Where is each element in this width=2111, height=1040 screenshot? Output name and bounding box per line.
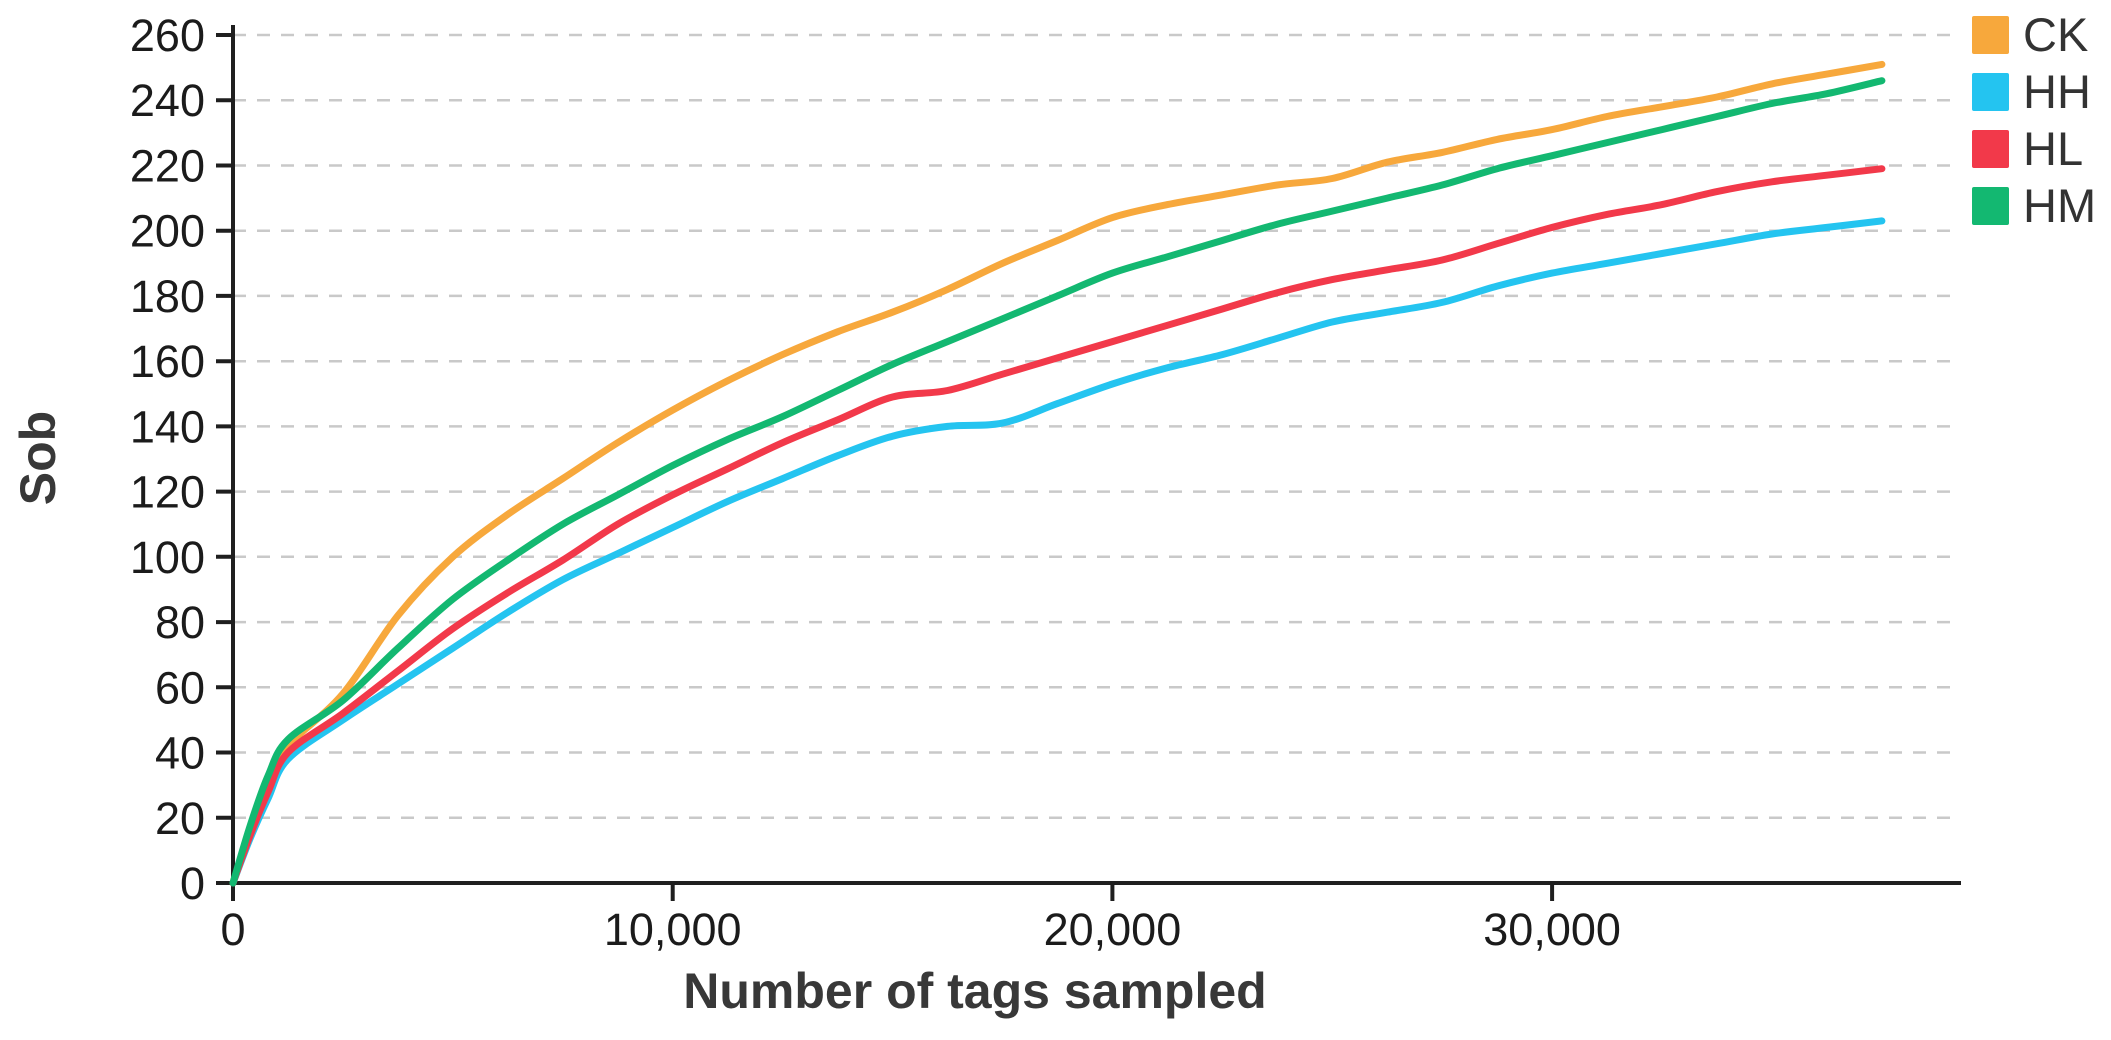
x-tick-label: 30,000	[1483, 904, 1621, 955]
y-tick-label: 60	[155, 662, 205, 713]
y-tick-label: 160	[130, 336, 205, 387]
series-line-HH	[229, 217, 1886, 887]
legend-label-HL: HL	[2023, 122, 2084, 175]
y-tick-label: 80	[155, 597, 205, 648]
series-line-HL	[229, 165, 1886, 887]
legend-swatch-HH	[1972, 73, 2009, 111]
x-tick-label: 0	[220, 904, 245, 955]
legend-item-HM: HM	[1972, 179, 2097, 232]
y-tick-label: 220	[130, 141, 205, 192]
legend-label-HM: HM	[2023, 179, 2097, 232]
axes: 0 20 40 60 80 100 120 140 160 180 200 220 240 260 0 10,…	[130, 10, 1961, 955]
legend-swatch-HM	[1972, 187, 2009, 225]
legend-swatch-CK	[1972, 16, 2009, 54]
x-axis-title: Number of tags sampled	[683, 963, 1266, 1019]
gridlines	[233, 33, 1961, 820]
y-tick-label: 240	[130, 75, 205, 126]
y-tick-label: 100	[130, 532, 205, 583]
series-line-HM	[229, 77, 1886, 887]
legend-label-CK: CK	[2023, 8, 2089, 61]
y-tick-label: 140	[130, 401, 205, 452]
series-lines	[229, 60, 1886, 887]
legend-item-CK: CK	[1972, 8, 2096, 61]
y-tick-label: 200	[130, 206, 205, 257]
y-tick-label: 40	[155, 728, 205, 779]
legend-item-HL: HL	[1972, 122, 2096, 175]
series-line-CK	[229, 60, 1886, 887]
legend-label-HH: HH	[2023, 65, 2091, 118]
legend-item-HH: HH	[1972, 65, 2096, 118]
y-tick-label: 120	[130, 467, 205, 518]
legend-swatch-HL	[1972, 130, 2009, 168]
x-tick-label: 10,000	[604, 904, 742, 955]
x-tick-label: 20,000	[1044, 904, 1182, 955]
y-tick-label: 180	[130, 271, 205, 322]
legend: CK HH HL HM	[1972, 8, 2097, 232]
y-tick-label: 260	[130, 10, 205, 61]
y-axis-title: Sob	[10, 411, 66, 505]
y-tick-label: 20	[155, 793, 205, 844]
y-tick-label: 0	[180, 858, 205, 909]
